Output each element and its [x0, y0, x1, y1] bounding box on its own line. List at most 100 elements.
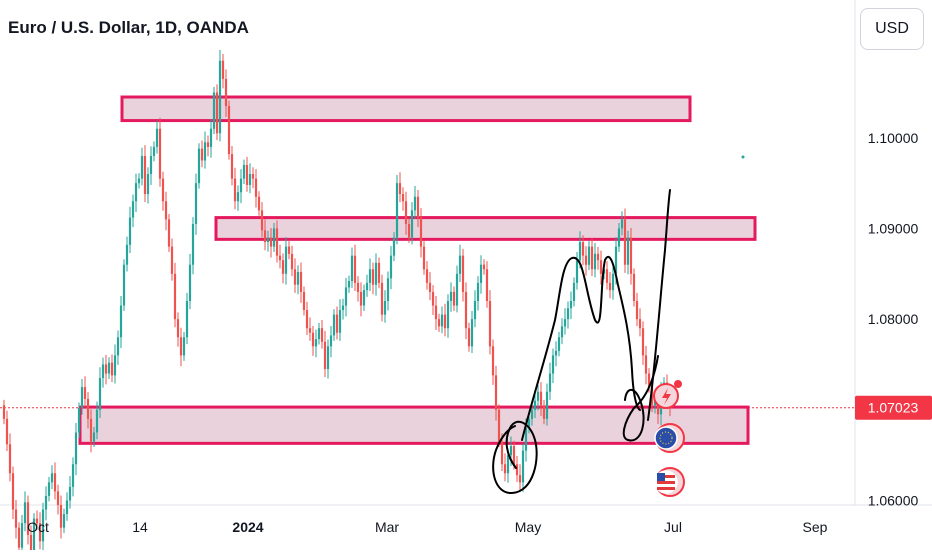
- price-tick-label: 1.10000: [868, 130, 919, 146]
- candle: [488, 290, 492, 355]
- candle: [278, 244, 282, 269]
- candle: [167, 213, 171, 253]
- candle: [308, 317, 312, 341]
- candle: [446, 294, 450, 338]
- candle: [11, 466, 15, 520]
- candle: [287, 241, 291, 260]
- lightning-event-icon[interactable]: [653, 380, 682, 409]
- candle: [161, 171, 165, 211]
- candle: [368, 258, 372, 292]
- candle: [17, 522, 21, 554]
- candle: [392, 232, 396, 262]
- candle: [29, 525, 33, 555]
- candle: [551, 348, 555, 384]
- candle: [326, 339, 330, 379]
- candle: [434, 296, 438, 331]
- candle: [281, 253, 285, 284]
- candle: [113, 344, 117, 384]
- candle: [53, 462, 57, 500]
- drawing-circle-low: [492, 420, 538, 495]
- candle: [473, 290, 477, 328]
- candle: [596, 247, 600, 270]
- candle: [134, 173, 138, 213]
- time-tick-label: May: [515, 519, 541, 535]
- zone-1[interactable]: [120, 95, 692, 123]
- candle: [2, 399, 6, 425]
- candle: [188, 253, 192, 310]
- candle: [638, 308, 642, 337]
- candle: [344, 277, 348, 317]
- event-icons: [653, 380, 685, 497]
- time-tick-label: Mar: [375, 519, 399, 535]
- candle: [182, 331, 186, 361]
- candle: [404, 191, 408, 235]
- candle: [155, 120, 159, 154]
- candle: [347, 275, 351, 293]
- candle: [470, 310, 474, 354]
- candle: [611, 267, 615, 300]
- currency-button[interactable]: USD: [860, 8, 924, 50]
- candle: [236, 185, 240, 211]
- candle: [644, 345, 648, 385]
- candle: [563, 308, 567, 335]
- candle: [428, 271, 432, 301]
- time-tick-label: 14: [132, 519, 148, 535]
- candle: [632, 268, 636, 307]
- price-tick-label: 1.08000: [868, 311, 919, 327]
- candle: [494, 365, 498, 421]
- candle: [341, 298, 345, 320]
- candle: [332, 309, 336, 341]
- candle: [200, 140, 204, 168]
- candle: [89, 409, 93, 453]
- zone-3[interactable]: [78, 405, 750, 445]
- last-price-value: 1.07023: [868, 400, 919, 416]
- candle: [104, 354, 108, 385]
- candle: [239, 169, 243, 204]
- eu-flag-icon[interactable]: [654, 423, 685, 453]
- candle: [560, 318, 564, 345]
- candle: [413, 185, 417, 219]
- candle: [272, 223, 276, 253]
- candle: [179, 327, 183, 367]
- candle: [44, 486, 48, 521]
- candle: [269, 228, 273, 258]
- candle: [38, 512, 42, 550]
- candle: [542, 399, 546, 425]
- candle: [593, 242, 597, 278]
- candle: [149, 146, 153, 185]
- candle: [395, 174, 399, 245]
- candle: [485, 261, 489, 308]
- candle: [536, 384, 540, 411]
- hand-drawn-annotations: [492, 189, 671, 495]
- candle: [569, 291, 573, 320]
- candle: [119, 296, 123, 349]
- candle: [425, 261, 429, 290]
- price-axis: 1.10000 1.09000 1.08000 1.06000: [868, 130, 919, 509]
- time-tick-label: 2024: [232, 519, 263, 535]
- us-flag-icon[interactable]: [654, 467, 685, 497]
- candle: [191, 217, 195, 275]
- candle: [173, 262, 177, 328]
- candle: [26, 495, 30, 545]
- candle: [311, 325, 315, 356]
- candle: [212, 87, 216, 135]
- candle: [581, 235, 585, 266]
- candle: [449, 282, 453, 312]
- candle: [458, 244, 462, 282]
- candle: [140, 147, 144, 186]
- candle: [14, 500, 18, 539]
- candle: [503, 453, 507, 482]
- zone-2[interactable]: [214, 216, 757, 241]
- candle: [263, 219, 267, 251]
- time-tick-label: Sep: [803, 519, 828, 535]
- drawing-upward-line: [647, 189, 671, 421]
- candle: [86, 392, 90, 429]
- candle: [305, 301, 309, 336]
- candle: [101, 357, 105, 388]
- candle: [371, 262, 375, 295]
- candle: [386, 271, 390, 311]
- candle: [497, 404, 501, 447]
- candle: [587, 241, 591, 271]
